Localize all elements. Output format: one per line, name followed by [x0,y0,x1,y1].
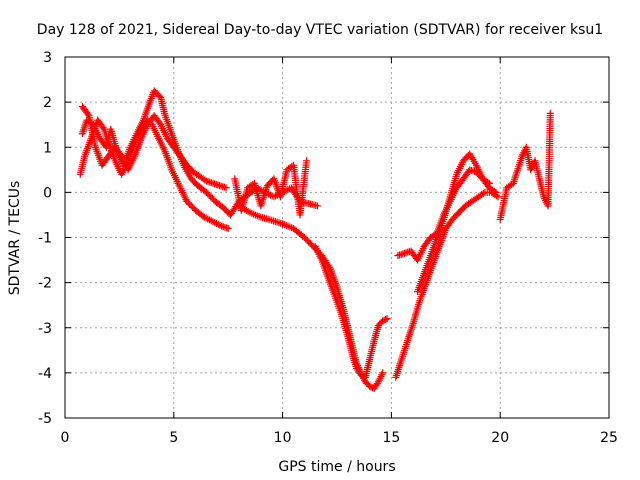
data-point [379,369,387,377]
x-tick-label: 0 [61,430,70,446]
data-point [201,176,209,184]
y-tick-label: -3 [38,321,52,337]
data-point [325,263,333,271]
data-point [382,315,390,323]
x-tick-label: 5 [169,430,178,446]
x-tick-label: 25 [600,430,618,446]
x-tick-label: 20 [491,430,509,446]
data-point [222,184,230,192]
x-tick-label: 15 [382,430,400,446]
x-tick-label: 10 [274,430,292,446]
y-tick-label: -2 [38,276,52,292]
data-point [273,218,281,226]
y-tick-label: 2 [43,95,52,111]
data-point [490,187,498,195]
data-point [99,124,107,132]
grid-lines [65,57,609,418]
data-point [84,110,92,118]
data-point [270,217,278,225]
data-point [492,188,500,196]
y-axis-label: SDTVAR / TECUs [7,181,23,296]
data-point [303,157,311,165]
y-tick-label: -4 [38,366,52,382]
data-point [494,193,502,201]
data-point [271,218,279,226]
chart-title: Day 128 of 2021, Sidereal Day-to-day VTE… [37,22,603,38]
x-axis-label: GPS time / hours [278,459,395,475]
data-point [479,190,487,198]
data-point [224,224,232,232]
y-tick-label: -1 [38,231,52,247]
data-point [546,109,554,117]
y-tick-label: 0 [43,185,52,201]
y-tick-label: 3 [43,50,52,66]
data-points [76,87,554,393]
axis-ticks: 0 5 10 15 20 25 -5 -4 -3 -2 -1 0 1 2 3 [38,50,618,446]
y-tick-label: -5 [38,411,52,427]
y-tick-label: 1 [43,140,52,156]
data-point [383,315,391,323]
data-point [313,202,321,210]
data-point [268,216,276,224]
